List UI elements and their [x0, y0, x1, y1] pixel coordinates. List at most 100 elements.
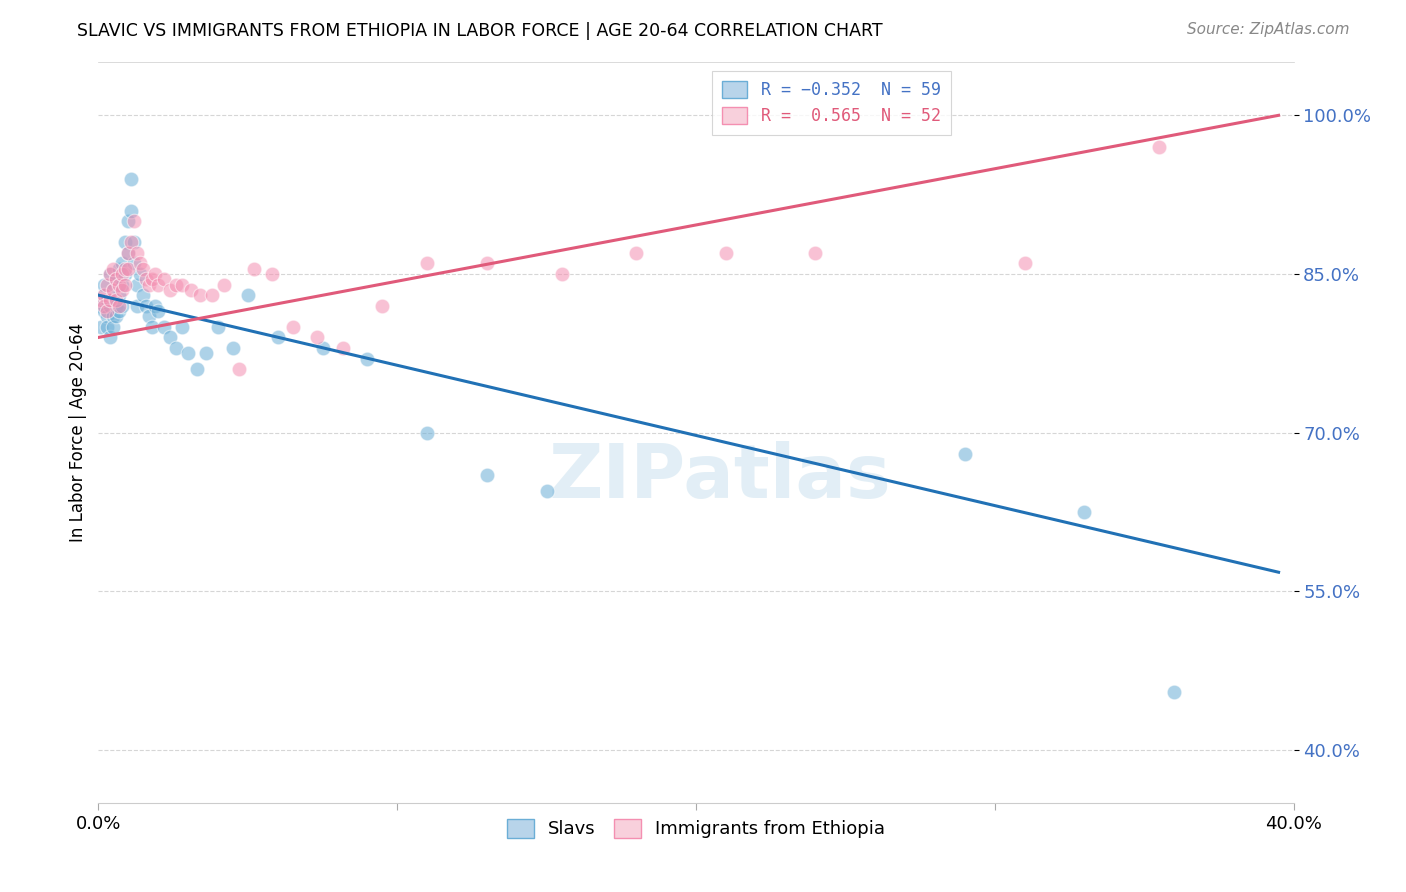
Point: [1163, 685, 1185, 699]
Point: [416, 425, 439, 440]
Point: [138, 277, 160, 292]
Point: [141, 319, 163, 334]
Point: [1073, 505, 1095, 519]
Point: [96, 319, 118, 334]
Point: [165, 277, 187, 292]
Point: [93, 277, 115, 292]
Point: [93, 299, 115, 313]
Point: [148, 304, 170, 318]
Point: [124, 235, 146, 250]
Point: [536, 483, 558, 498]
Text: SLAVIC VS IMMIGRANTS FROM ETHIOPIA IN LABOR FORCE | AGE 20-64 CORRELATION CHART: SLAVIC VS IMMIGRANTS FROM ETHIOPIA IN LA…: [77, 22, 883, 40]
Point: [127, 299, 149, 313]
Point: [260, 267, 283, 281]
Point: [267, 330, 290, 344]
Point: [1014, 256, 1036, 270]
Point: [356, 351, 378, 366]
Point: [96, 277, 118, 292]
Point: [177, 346, 200, 360]
Point: [332, 341, 354, 355]
Point: [195, 346, 218, 360]
Point: [90, 293, 112, 308]
Point: [129, 256, 152, 270]
Point: [105, 272, 128, 286]
Point: [98, 330, 122, 344]
Point: [188, 288, 211, 302]
Point: [626, 245, 648, 260]
Point: [120, 203, 142, 218]
Point: [135, 272, 157, 286]
Point: [103, 319, 125, 334]
Point: [114, 267, 136, 281]
Point: [105, 299, 128, 313]
Point: [103, 283, 125, 297]
Point: [201, 288, 224, 302]
Point: [108, 277, 131, 292]
Point: [111, 277, 134, 292]
Point: [105, 310, 128, 324]
Point: [172, 319, 194, 334]
Point: [108, 299, 131, 313]
Point: [143, 267, 166, 281]
Point: [117, 214, 139, 228]
Point: [180, 283, 202, 297]
Text: Source: ZipAtlas.com: Source: ZipAtlas.com: [1187, 22, 1350, 37]
Point: [111, 256, 134, 270]
Point: [117, 261, 139, 276]
Point: [93, 288, 115, 302]
Point: [120, 235, 142, 250]
Point: [132, 261, 155, 276]
Point: [108, 304, 131, 318]
Point: [124, 214, 146, 228]
Point: [117, 245, 139, 260]
Point: [159, 330, 181, 344]
Point: [804, 245, 827, 260]
Point: [127, 245, 149, 260]
Point: [212, 277, 235, 292]
Point: [98, 267, 122, 281]
Point: [103, 283, 125, 297]
Point: [281, 319, 304, 334]
Point: [228, 362, 250, 376]
Point: [141, 272, 163, 286]
Point: [98, 293, 122, 308]
Point: [103, 261, 125, 276]
Point: [93, 304, 115, 318]
Point: [90, 299, 112, 313]
Point: [111, 283, 134, 297]
Point: [129, 267, 152, 281]
Point: [172, 277, 194, 292]
Point: [148, 277, 170, 292]
Point: [127, 277, 149, 292]
Point: [207, 319, 229, 334]
Point: [132, 288, 155, 302]
Point: [153, 319, 176, 334]
Point: [108, 288, 131, 302]
Point: [153, 272, 176, 286]
Point: [138, 310, 160, 324]
Point: [120, 171, 142, 186]
Point: [124, 256, 146, 270]
Point: [371, 299, 394, 313]
Point: [96, 293, 118, 308]
Point: [1147, 140, 1170, 154]
Point: [143, 299, 166, 313]
Point: [90, 319, 112, 334]
Point: [108, 261, 131, 276]
Point: [475, 256, 498, 270]
Point: [114, 235, 136, 250]
Point: [117, 245, 139, 260]
Point: [111, 299, 134, 313]
Legend: Slavs, Immigrants from Ethiopia: Slavs, Immigrants from Ethiopia: [499, 812, 893, 846]
Point: [98, 267, 122, 281]
Point: [103, 310, 125, 324]
Point: [416, 256, 439, 270]
Point: [105, 293, 128, 308]
Point: [114, 261, 136, 276]
Point: [714, 245, 737, 260]
Point: [114, 277, 136, 292]
Point: [96, 304, 118, 318]
Point: [550, 267, 572, 281]
Point: [475, 467, 498, 482]
Point: [105, 272, 128, 286]
